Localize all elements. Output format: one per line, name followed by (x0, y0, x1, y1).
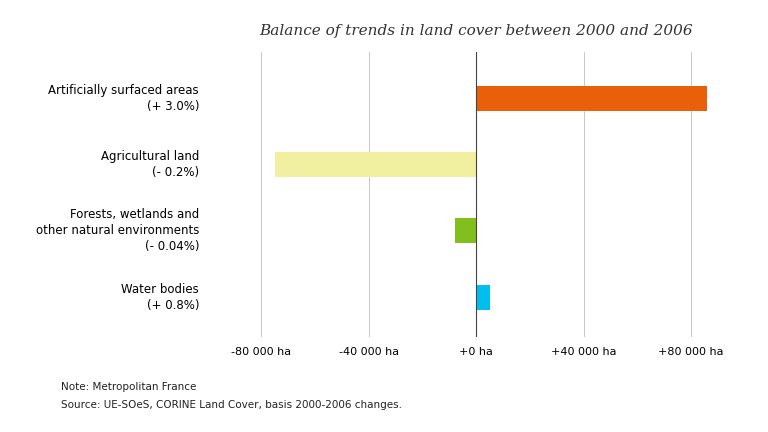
Bar (455, 218, 476, 244)
Bar (275, 152, 476, 177)
Title: Balance of trends in land cover between 2000 and 2006: Balance of trends in land cover between … (260, 24, 693, 38)
Bar (476, 285, 490, 310)
Bar (476, 86, 707, 111)
Text: Source: UE-SOeS, CORINE Land Cover, basis 2000-2006 changes.: Source: UE-SOeS, CORINE Land Cover, basi… (61, 400, 402, 410)
Text: Note: Metropolitan France: Note: Metropolitan France (61, 382, 197, 392)
